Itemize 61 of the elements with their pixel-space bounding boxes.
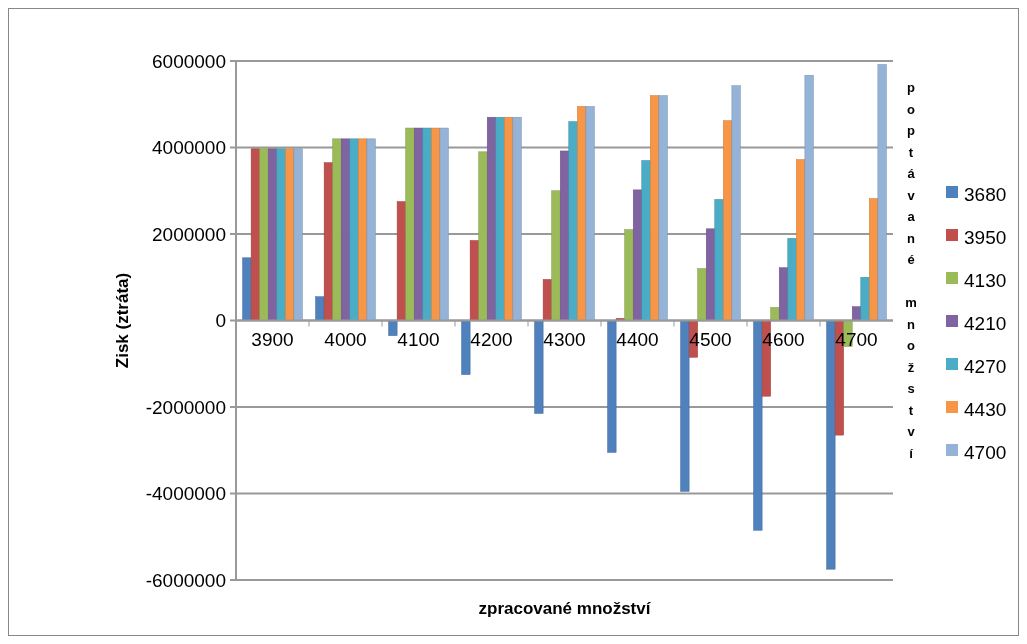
x-axis-title: zpracované množství <box>478 599 652 618</box>
bar <box>250 148 260 321</box>
x-tick-label: 4100 <box>397 328 440 350</box>
bar <box>542 279 552 321</box>
bar <box>624 229 634 321</box>
y-tick-label: 2000000 <box>152 223 226 245</box>
bar <box>607 320 617 453</box>
bar <box>323 162 333 321</box>
bar <box>568 121 578 321</box>
bar <box>551 190 561 321</box>
bar <box>641 160 651 321</box>
bar <box>396 201 406 321</box>
bar <box>439 127 449 321</box>
x-tick-label: 4300 <box>543 328 586 350</box>
y-tick-label: -6000000 <box>145 569 226 591</box>
bar <box>461 320 471 375</box>
legend-label: 3950 <box>964 226 1007 248</box>
bar <box>714 199 724 321</box>
bar <box>658 95 668 321</box>
bar <box>259 148 269 321</box>
bar <box>804 75 814 321</box>
bar <box>469 240 479 321</box>
bar <box>349 138 359 321</box>
y-tick-label: 4000000 <box>152 137 226 159</box>
bar <box>478 151 488 321</box>
bar <box>366 138 376 321</box>
bar <box>770 307 780 321</box>
bar <box>293 148 303 321</box>
text: poptávané množství <box>905 80 917 461</box>
bar <box>877 64 887 321</box>
y-tick-label: 6000000 <box>152 50 226 72</box>
bar <box>585 106 595 321</box>
bar <box>860 277 870 321</box>
legend-label: 4270 <box>964 355 1007 377</box>
legend-label: 4210 <box>964 312 1007 334</box>
bar <box>495 116 505 321</box>
bar <box>422 127 432 321</box>
bar <box>405 127 415 321</box>
bar <box>787 238 797 321</box>
y-tick-label: 0 <box>215 310 226 332</box>
legend-label: 4700 <box>964 441 1007 463</box>
bar <box>534 320 544 414</box>
x-tick-label: 4200 <box>470 328 513 350</box>
bar <box>731 85 741 321</box>
legend-label: 3680 <box>964 183 1007 205</box>
legend-label: 4130 <box>964 269 1007 291</box>
y-tick-label: -2000000 <box>145 396 226 418</box>
bar <box>512 116 522 321</box>
x-tick-label: 3900 <box>251 328 294 350</box>
bar <box>276 148 286 321</box>
legend-label: 4430 <box>964 398 1007 420</box>
bar <box>680 320 690 492</box>
bar <box>388 320 398 336</box>
x-tick-label: 4000 <box>324 328 367 350</box>
bar <box>826 320 836 570</box>
bar <box>332 138 342 321</box>
x-tick-label: 4400 <box>616 328 659 350</box>
y-tick-label: -4000000 <box>145 483 226 505</box>
bar <box>753 320 763 531</box>
bar <box>697 268 707 321</box>
y-axis-title: Zisk (ztráta) <box>113 272 132 369</box>
